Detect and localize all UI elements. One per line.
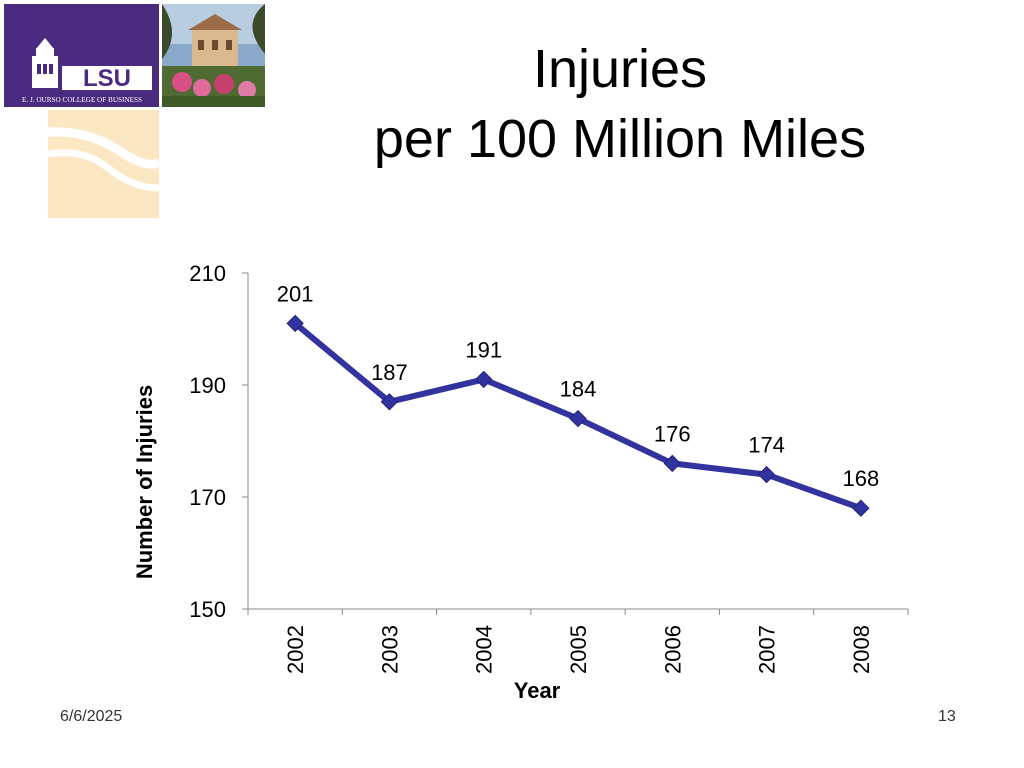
title-line-2: per 100 Million Miles	[373, 109, 867, 169]
data-label: 191	[465, 337, 502, 362]
x-tick-label: 2008	[849, 625, 874, 674]
x-tick-label: 2007	[755, 625, 780, 674]
data-label: 174	[748, 433, 785, 458]
y-tick-label: 210	[189, 261, 226, 286]
data-label: 184	[560, 377, 597, 402]
x-tick-label: 2006	[660, 625, 685, 674]
footer-date: 6/6/2025	[60, 708, 123, 725]
logo-subtext: E. J. OURSO COLLEGE OF BUSINESS	[22, 96, 142, 104]
y-tick-label: 170	[189, 485, 226, 510]
lsu-logo: LSU E. J. OURSO COLLEGE OF BUSINESS	[4, 4, 159, 107]
data-point-marker	[380, 393, 399, 411]
data-label: 176	[654, 421, 691, 446]
data-label: 168	[842, 466, 879, 491]
data-point-marker	[852, 499, 870, 517]
x-tick-label: 2002	[283, 625, 308, 674]
decorative-panel	[48, 110, 159, 218]
data-label: 187	[371, 360, 408, 385]
y-tick-label: 150	[189, 597, 226, 622]
data-point-marker	[286, 314, 304, 333]
x-tick-label: 2004	[472, 625, 497, 674]
slide-title: Injuries per 100 Million Miles	[300, 34, 940, 174]
x-tick-label: 2005	[566, 625, 591, 674]
logo-text: LSU	[83, 65, 131, 92]
data-point-marker	[569, 409, 587, 428]
title-line-1: Injuries	[532, 39, 708, 99]
page-number: 13	[938, 708, 956, 725]
campus-photo-graphic	[162, 4, 265, 107]
y-tick-label: 190	[189, 373, 226, 398]
data-point-marker	[475, 370, 493, 389]
y-axis-title: Number of Injuries	[132, 385, 157, 579]
data-point-marker	[757, 465, 776, 484]
campus-photo	[162, 4, 265, 107]
lsu-logo-graphic: LSU E. J. OURSO COLLEGE OF BUSINESS	[4, 4, 159, 107]
swoosh-decoration	[48, 110, 159, 218]
x-tick-label: 2003	[377, 625, 402, 674]
data-label: 201	[277, 281, 314, 306]
tower-icon	[32, 38, 58, 88]
data-point-marker	[663, 454, 681, 473]
x-axis-title: Year	[514, 678, 561, 703]
